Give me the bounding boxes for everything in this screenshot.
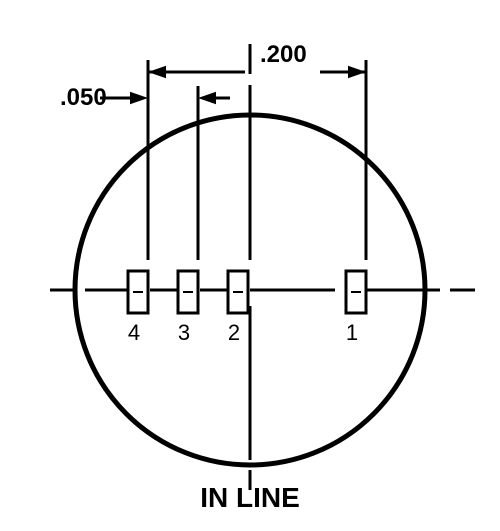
pin-label-4: 4 — [128, 320, 140, 345]
dim-200-label: .200 — [260, 41, 307, 68]
pin-label-3: 3 — [178, 320, 190, 345]
pin-label-1: 1 — [346, 320, 358, 345]
pin-diagram: 1 2 3 4 .050 .200 — [0, 0, 500, 526]
pin-label-2: 2 — [228, 320, 240, 345]
diagram-title: IN LINE — [200, 482, 300, 514]
dim-050-label: .050 — [60, 84, 107, 111]
